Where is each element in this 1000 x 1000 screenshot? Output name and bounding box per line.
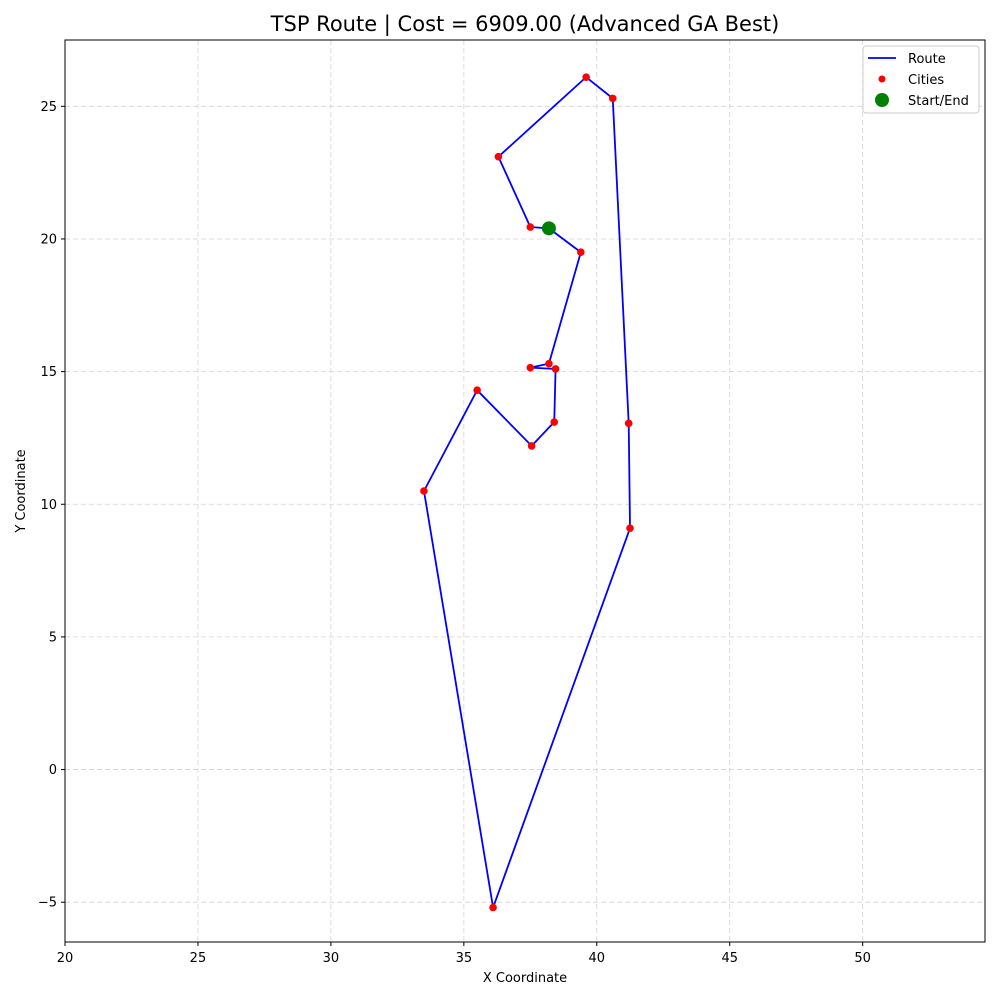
city-marker-7 <box>420 487 428 495</box>
city-marker-8 <box>489 903 497 912</box>
city-marker-4 <box>550 418 559 426</box>
y-axis-ticks: −5 0 5 10 15 20 25 <box>38 100 65 911</box>
legend: Route Cities Start/End <box>862 45 980 114</box>
city-marker-2 <box>526 363 535 372</box>
x-tick-label-1: 25 <box>190 951 207 966</box>
x-tick-label-3: 35 <box>456 951 473 966</box>
x-tick-label-2: 30 <box>323 951 340 966</box>
y-tick-label-4: 15 <box>40 365 57 380</box>
city-marker-0 <box>577 248 585 257</box>
y-tick-label-6: 25 <box>40 100 57 115</box>
city-marker-14 <box>526 223 535 231</box>
legend-cities-label: Cities <box>908 73 944 88</box>
x-tick-label-4: 40 <box>589 951 606 966</box>
city-marker-5 <box>527 442 536 450</box>
legend-cities-swatch <box>878 75 886 83</box>
legend-start-swatch <box>875 93 889 107</box>
x-axis-ticks: 20 25 30 35 40 45 50 <box>57 942 871 966</box>
y-tick-label-1: 0 <box>49 763 57 778</box>
route-line <box>423 76 631 909</box>
grid <box>64 40 985 942</box>
chart-title: TSP Route | Cost = 6909.00 (Advanced GA … <box>270 12 780 37</box>
x-tick-label-5: 45 <box>721 951 738 966</box>
y-tick-label-0: −5 <box>38 896 57 911</box>
legend-start-label: Start/End <box>908 94 969 109</box>
x-tick-label-0: 20 <box>57 951 74 966</box>
y-tick-label-5: 20 <box>40 232 57 247</box>
y-tick-label-2: 5 <box>49 630 57 645</box>
route-line-group <box>423 76 631 909</box>
city-marker-11 <box>608 94 617 103</box>
city-marker-1 <box>545 359 553 368</box>
city-marker-3 <box>551 365 560 373</box>
y-axis-label: Y Coordinate <box>14 449 29 533</box>
city-marker-13 <box>494 152 503 161</box>
city-marker-9 <box>626 524 634 532</box>
cities-marker-group <box>420 73 634 912</box>
city-marker-12 <box>582 73 590 81</box>
x-axis-label: X Coordinate <box>483 971 567 986</box>
plot-frame <box>64 39 986 943</box>
legend-box <box>862 45 980 114</box>
start-end-marker-group <box>541 221 556 236</box>
y-tick-label-3: 10 <box>40 498 57 513</box>
start-end-marker <box>541 221 556 236</box>
x-tick-label-6: 50 <box>854 951 871 966</box>
legend-route-label: Route <box>908 52 946 67</box>
city-marker-6 <box>473 386 481 394</box>
city-marker-10 <box>624 419 633 428</box>
